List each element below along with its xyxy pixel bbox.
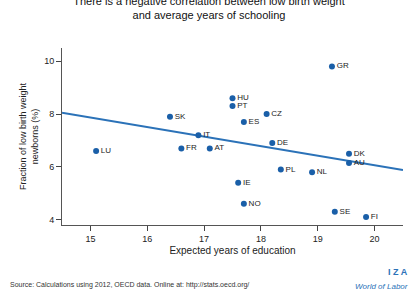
- svg-text:18: 18: [256, 234, 266, 244]
- svg-text:17: 17: [199, 234, 209, 244]
- svg-text:IT: IT: [203, 130, 210, 139]
- svg-text:Source: Calculations using 201: Source: Calculations using 2012, OECD da…: [10, 281, 249, 289]
- svg-text:8: 8: [49, 109, 54, 119]
- svg-text:PL: PL: [286, 165, 296, 174]
- svg-text:4: 4: [49, 215, 54, 225]
- svg-text:GR: GR: [337, 61, 349, 70]
- svg-text:SK: SK: [175, 112, 186, 121]
- svg-text:6: 6: [49, 162, 54, 172]
- svg-text:LU: LU: [101, 146, 111, 155]
- svg-text:20: 20: [370, 234, 380, 244]
- svg-text:There is a negative correlatio: There is a negative correlation between …: [73, 0, 344, 21]
- svg-text:ES: ES: [249, 117, 260, 126]
- svg-text:19: 19: [313, 234, 323, 244]
- svg-text:HU: HU: [237, 93, 249, 102]
- svg-text:AU: AU: [354, 158, 365, 167]
- svg-text:15: 15: [85, 234, 95, 244]
- svg-text:NO: NO: [249, 199, 261, 208]
- svg-text:PT: PT: [237, 101, 247, 110]
- svg-text:SE: SE: [340, 207, 351, 216]
- svg-text:World of Labor: World of Labor: [355, 282, 408, 291]
- svg-text:CZ: CZ: [271, 109, 282, 118]
- svg-text:FI: FI: [371, 212, 378, 221]
- svg-text:Expected years of education: Expected years of education: [169, 245, 295, 256]
- svg-text:16: 16: [142, 234, 152, 244]
- svg-text:FR: FR: [186, 143, 197, 152]
- svg-text:10: 10: [44, 56, 54, 66]
- svg-text:AT: AT: [215, 143, 225, 152]
- svg-text:DK: DK: [354, 149, 366, 158]
- svg-text:DE: DE: [277, 138, 288, 147]
- svg-text:IE: IE: [243, 178, 251, 187]
- svg-text:Fraction of low birth weightne: Fraction of low birth weightnewborns (%): [18, 82, 40, 190]
- svg-text:I Z A: I Z A: [388, 267, 408, 277]
- svg-text:NL: NL: [317, 167, 328, 176]
